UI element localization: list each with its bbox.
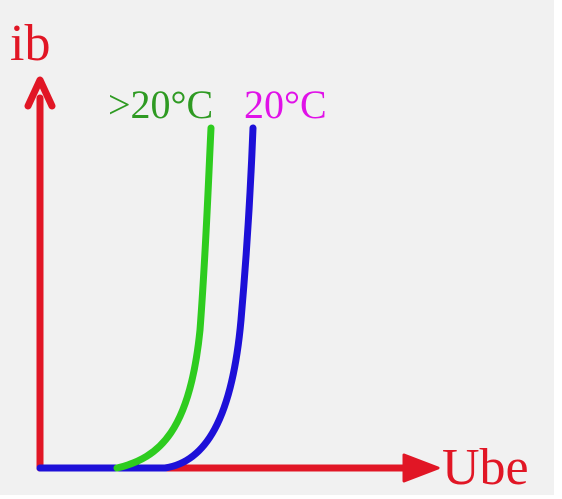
- curve-20c: [161, 124, 257, 472]
- x-axis-label: Ube: [442, 439, 529, 496]
- frame-edge-bottom: [0, 495, 562, 499]
- curve-above-20c-label: >20°C: [108, 82, 213, 127]
- x-axis-arrowhead: [402, 453, 440, 483]
- frame-edge-right: [554, 0, 562, 499]
- y-axis-label: ib: [10, 15, 50, 72]
- curve-above-20c: [113, 124, 215, 472]
- y-axis-arrowhead: [24, 76, 56, 110]
- curve-20c-label: 20°C: [244, 82, 327, 127]
